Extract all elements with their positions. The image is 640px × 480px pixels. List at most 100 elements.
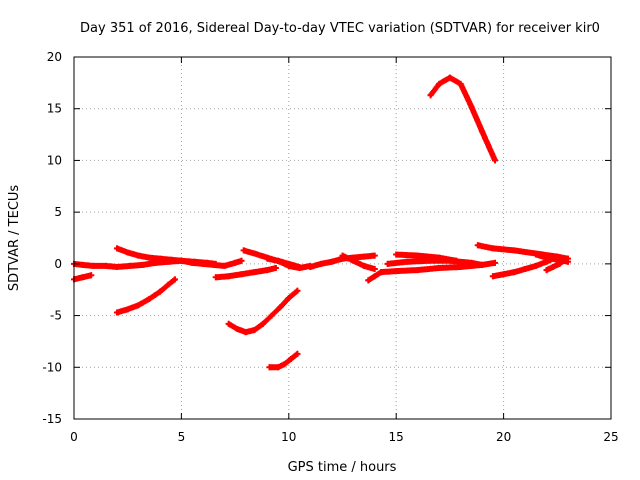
data-point — [212, 274, 219, 281]
data-point — [251, 327, 258, 334]
data-point — [371, 273, 378, 280]
data-point — [522, 266, 529, 273]
data-point — [453, 257, 460, 264]
data-point — [171, 276, 178, 283]
data-point — [251, 269, 258, 276]
data-point — [543, 254, 550, 261]
data-point — [427, 92, 434, 99]
data-point — [492, 259, 499, 266]
data-point — [294, 350, 301, 357]
data-point — [277, 304, 284, 311]
data-point — [318, 260, 325, 267]
data-point — [457, 80, 464, 87]
data-point — [113, 245, 120, 252]
data-point — [479, 128, 486, 135]
data-point — [79, 261, 86, 268]
data-point — [79, 274, 86, 281]
data-point — [178, 257, 185, 264]
data-point — [266, 364, 273, 371]
data-point — [281, 361, 288, 368]
plot-frame — [73, 56, 612, 420]
data-point — [550, 263, 557, 270]
data-point — [360, 262, 367, 269]
x-tick-label: 10 — [281, 430, 296, 444]
x-axis-title: GPS time / hours — [288, 460, 397, 475]
data-point — [113, 309, 120, 316]
data-point — [146, 254, 153, 261]
data-point — [565, 258, 572, 265]
data-point — [221, 262, 228, 269]
y-tick-label: 15 — [47, 102, 62, 116]
x-tick-label: 15 — [389, 430, 404, 444]
data-point — [446, 74, 453, 81]
data-series — [71, 74, 572, 371]
data-point — [371, 252, 378, 259]
data-point — [234, 326, 241, 333]
data-point — [365, 277, 372, 284]
y-tick-label: 20 — [47, 50, 62, 64]
data-point — [554, 256, 561, 263]
data-point — [489, 245, 496, 252]
data-point — [103, 262, 110, 269]
data-point — [436, 254, 443, 261]
data-point — [264, 267, 271, 274]
data-point — [360, 253, 367, 260]
data-point — [272, 264, 279, 271]
data-point — [167, 256, 174, 263]
data-point — [285, 260, 292, 267]
y-tick-label: -5 — [50, 309, 62, 323]
data-point — [307, 263, 314, 270]
series-arc-11 — [339, 252, 378, 273]
data-point — [436, 264, 443, 271]
y-tick-label: 5 — [54, 205, 62, 219]
data-point — [339, 252, 346, 259]
data-point — [489, 273, 496, 280]
data-point — [113, 263, 120, 270]
data-point — [556, 260, 563, 267]
data-point — [275, 364, 282, 371]
data-point — [371, 266, 378, 273]
chart-title: Day 351 of 2016, Sidereal Day-to-day VTE… — [80, 21, 600, 36]
series-arc-9 — [264, 255, 303, 270]
data-point — [238, 271, 245, 278]
data-point — [393, 268, 400, 275]
x-tick-label: 20 — [496, 430, 511, 444]
series-arc-6 — [266, 350, 301, 371]
axis-ticks: 0 5 10 15 20 25 -15 -10 -5 0 5 10 15 20 — [42, 50, 618, 444]
x-tick-label: 0 — [70, 430, 78, 444]
data-point — [199, 260, 206, 267]
series-arc-15 — [393, 251, 460, 264]
data-point — [511, 247, 518, 254]
data-point — [146, 296, 153, 303]
data-point — [189, 259, 196, 266]
data-point — [414, 267, 421, 274]
data-point — [232, 259, 239, 266]
series-arc-16 — [427, 74, 499, 164]
data-point — [500, 271, 507, 278]
data-point — [492, 157, 499, 164]
data-point — [165, 281, 172, 288]
data-point — [90, 262, 97, 269]
data-point — [260, 320, 267, 327]
data-point — [124, 249, 131, 256]
data-point — [135, 302, 142, 309]
data-point — [393, 251, 400, 258]
data-point — [135, 252, 142, 259]
data-point — [139, 261, 146, 268]
data-point — [328, 258, 335, 265]
y-tick-label: -15 — [42, 412, 62, 426]
data-point — [156, 288, 163, 295]
data-point — [468, 259, 475, 266]
data-point — [88, 272, 95, 279]
data-point — [275, 257, 282, 264]
series-arc-7 — [212, 264, 279, 281]
x-tick-label: 25 — [603, 430, 618, 444]
data-point — [560, 257, 567, 264]
data-point — [240, 247, 247, 254]
data-point — [156, 255, 163, 262]
data-point — [403, 258, 410, 265]
grid-lines — [74, 57, 611, 419]
data-point — [285, 294, 292, 301]
data-point — [296, 263, 303, 270]
